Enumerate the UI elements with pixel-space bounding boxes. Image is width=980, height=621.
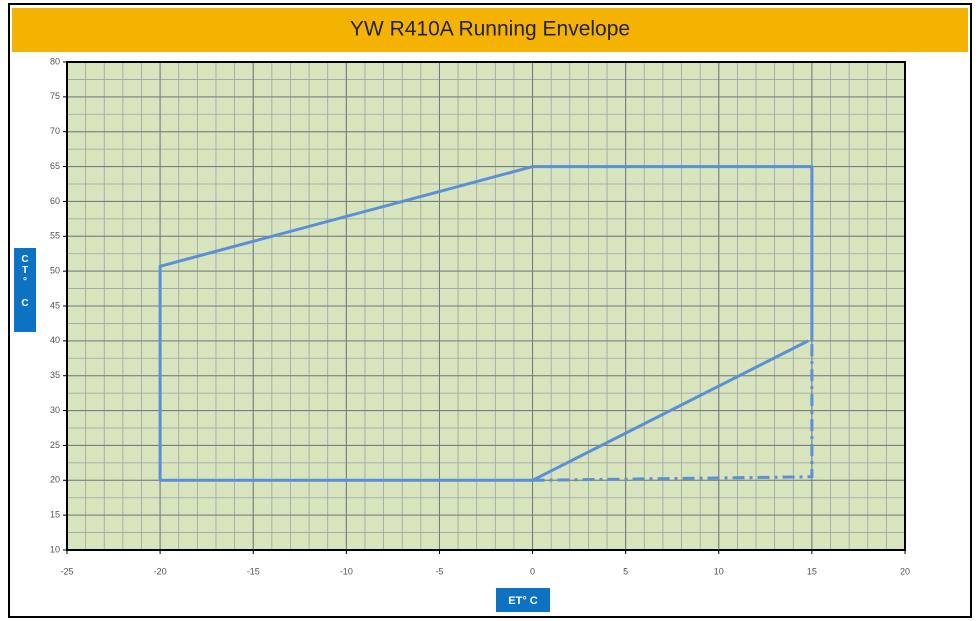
y-tick-label: 20 (50, 475, 60, 485)
x-tick-label: 10 (714, 566, 724, 576)
x-tick-label: 15 (807, 566, 817, 576)
y-tick-label: 30 (50, 405, 60, 415)
plot-border (66, 61, 906, 551)
y-axis-label: CT° C (20, 254, 31, 309)
x-tick-label: -10 (340, 566, 353, 576)
x-tick-label: -20 (154, 566, 167, 576)
y-tick-label: 70 (50, 126, 60, 136)
x-tick-label: 5 (623, 566, 628, 576)
x-tick-label: -25 (60, 566, 73, 576)
title-bar (12, 8, 968, 52)
y-tick-label: 15 (50, 510, 60, 520)
y-tick-label: 60 (50, 196, 60, 206)
y-tick-label: 80 (50, 56, 60, 66)
x-tick-label: 0 (530, 566, 535, 576)
x-tick-label: -15 (247, 566, 260, 576)
x-tick-label: 20 (900, 566, 910, 576)
x-tick-label: -5 (435, 566, 443, 576)
chart-title: YW R410A Running Envelope (350, 18, 630, 41)
x-axis-label: ET° C (508, 595, 538, 607)
y-tick-label: 10 (50, 544, 60, 554)
y-label-box (14, 248, 36, 332)
plot-area: -25 -20 -15 -10 -5 0 5 10 15 20 10 15 20 25 30 35 40 45 50… (50, 56, 910, 576)
y-tick-label: 65 (50, 161, 60, 171)
y-tick-label: 55 (50, 231, 60, 241)
y-tick-label: 75 (50, 91, 60, 101)
y-tick-label: 50 (50, 266, 60, 276)
y-tick-label: 45 (50, 300, 60, 310)
envelope-line (532, 340, 814, 482)
y-tick-label: 25 (50, 440, 60, 450)
y-tick-label: 40 (50, 335, 60, 345)
y-tick-label: 35 (50, 370, 60, 380)
x-label-box (496, 588, 550, 612)
